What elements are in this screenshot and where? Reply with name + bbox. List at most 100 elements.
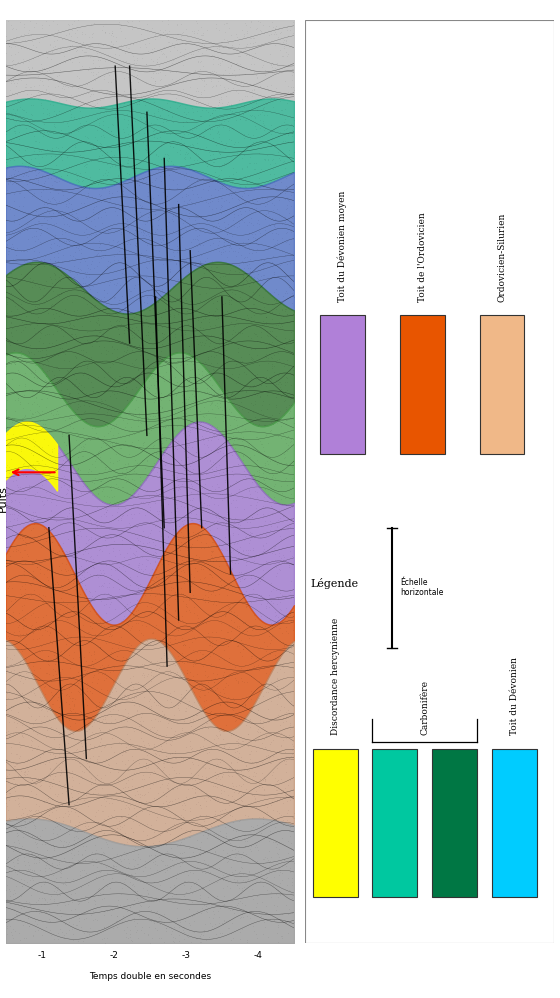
- Point: [222, 274, 231, 290]
- Point: [171, 608, 180, 624]
- Point: [267, 57, 276, 73]
- Point: [31, 133, 40, 149]
- Point: [79, 366, 88, 382]
- Point: [85, 618, 94, 634]
- Point: [42, 851, 51, 867]
- Point: [202, 830, 211, 846]
- Point: [204, 589, 213, 605]
- Point: [196, 797, 205, 813]
- Point: [133, 915, 142, 931]
- Point: [43, 375, 52, 391]
- Point: [91, 911, 100, 927]
- Point: [138, 135, 147, 151]
- Point: [221, 81, 230, 97]
- Point: [14, 623, 23, 639]
- Point: [214, 909, 223, 925]
- Point: [86, 512, 95, 528]
- Point: [219, 806, 228, 822]
- Point: [212, 926, 221, 942]
- Point: [52, 32, 61, 48]
- Point: [117, 827, 126, 843]
- Point: [256, 518, 265, 534]
- Point: [158, 277, 167, 293]
- Point: [10, 144, 19, 160]
- Point: [124, 556, 133, 572]
- Point: [90, 470, 99, 486]
- Point: [125, 273, 134, 289]
- Point: [87, 26, 96, 42]
- Point: [202, 768, 211, 784]
- Point: [21, 763, 30, 779]
- Point: [50, 310, 59, 326]
- Point: [249, 324, 258, 340]
- Point: [77, 376, 86, 392]
- Point: [49, 97, 58, 113]
- Point: [42, 623, 51, 639]
- Point: [122, 580, 130, 596]
- Point: [280, 443, 289, 459]
- Point: [8, 597, 17, 613]
- Point: [183, 28, 192, 44]
- Point: [279, 34, 288, 50]
- Point: [264, 863, 273, 879]
- Point: [105, 461, 114, 477]
- Point: [5, 32, 14, 48]
- Point: [189, 156, 198, 172]
- Point: [27, 742, 36, 757]
- Point: [43, 351, 52, 367]
- Point: [203, 104, 212, 120]
- Point: [72, 358, 81, 374]
- Point: [151, 224, 160, 240]
- Point: [9, 648, 18, 664]
- Point: [135, 754, 144, 770]
- Point: [239, 100, 248, 116]
- Point: [174, 432, 183, 448]
- Point: [287, 614, 296, 630]
- Point: [177, 199, 186, 215]
- Point: [80, 713, 89, 729]
- Point: [263, 684, 272, 700]
- Point: [131, 883, 140, 899]
- Point: [62, 652, 71, 668]
- Point: [58, 605, 67, 621]
- Point: [27, 801, 36, 817]
- Point: [178, 613, 186, 629]
- Point: [3, 334, 12, 350]
- Point: [97, 494, 106, 510]
- Point: [286, 715, 295, 731]
- Point: [20, 725, 29, 741]
- Point: [227, 603, 236, 619]
- Point: [7, 371, 16, 387]
- Point: [265, 453, 274, 469]
- Point: [152, 52, 161, 68]
- Point: [131, 918, 140, 934]
- Point: [180, 512, 189, 528]
- Point: [109, 71, 118, 87]
- Point: [200, 820, 209, 836]
- Point: [192, 707, 201, 723]
- Point: [25, 478, 34, 494]
- Point: [45, 778, 54, 794]
- Point: [132, 544, 141, 560]
- Point: [49, 205, 58, 221]
- Point: [199, 651, 208, 667]
- Point: [213, 293, 222, 309]
- Point: [40, 793, 49, 809]
- Point: [30, 228, 39, 244]
- Point: [73, 320, 82, 336]
- Point: [225, 630, 234, 646]
- Point: [164, 391, 173, 407]
- Point: [173, 696, 182, 712]
- Point: [176, 44, 185, 60]
- Point: [94, 569, 103, 585]
- Point: [54, 759, 63, 775]
- Point: [92, 315, 101, 331]
- Point: [133, 256, 142, 272]
- Point: [202, 421, 211, 437]
- Point: [4, 408, 13, 424]
- Point: [46, 270, 55, 286]
- Point: [78, 617, 87, 633]
- Point: [282, 256, 291, 272]
- Point: [4, 122, 13, 138]
- Point: [141, 307, 150, 323]
